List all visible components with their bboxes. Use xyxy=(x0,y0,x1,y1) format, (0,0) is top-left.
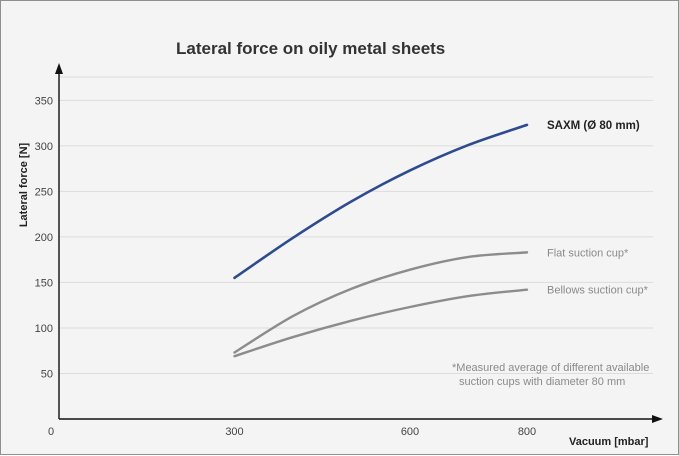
x-tick-label: 800 xyxy=(518,426,536,438)
chart-title: Lateral force on oily metal sheets xyxy=(176,39,445,58)
annotation-line-1: *Measured average of different available xyxy=(452,362,649,374)
flat-cup-series-line xyxy=(233,251,529,354)
y-tick-label: 200 xyxy=(35,232,53,244)
x-axis-label: Vacuum [mbar] xyxy=(569,436,649,448)
x-tick-label: 0 xyxy=(48,426,54,438)
y-tick-label: 100 xyxy=(35,323,53,335)
y-axis-arrow xyxy=(55,63,63,74)
series-label: SAXM (Ø 80 mm) xyxy=(547,120,640,132)
grid-lines xyxy=(59,76,653,374)
y-tick-label: 150 xyxy=(35,277,53,289)
saxm-series-line xyxy=(233,123,529,280)
tick-labels: 50 100 150 200 250 300 350 0 300 600 800 xyxy=(35,95,537,438)
y-tick-label: 50 xyxy=(41,368,53,380)
x-axis-arrow xyxy=(652,415,663,423)
y-tick-label: 300 xyxy=(35,141,53,153)
axes xyxy=(55,63,663,423)
x-tick-label: 600 xyxy=(401,426,419,438)
annotation-line-2: suction cups with diameter 80 mm xyxy=(459,376,625,388)
series-labels: SAXM (Ø 80 mm) Flat suction cup* Bellows s… xyxy=(547,120,649,297)
y-axis-label: Lateral force [N] xyxy=(18,142,30,227)
series-label: Flat suction cup* xyxy=(547,247,629,259)
bellows-cup-series-line xyxy=(233,288,529,358)
y-tick-label: 350 xyxy=(35,95,53,107)
y-tick-label: 250 xyxy=(35,186,53,198)
series-lines xyxy=(233,123,529,358)
series-label: Bellows suction cup* xyxy=(547,285,649,297)
x-tick-label: 300 xyxy=(225,426,243,438)
